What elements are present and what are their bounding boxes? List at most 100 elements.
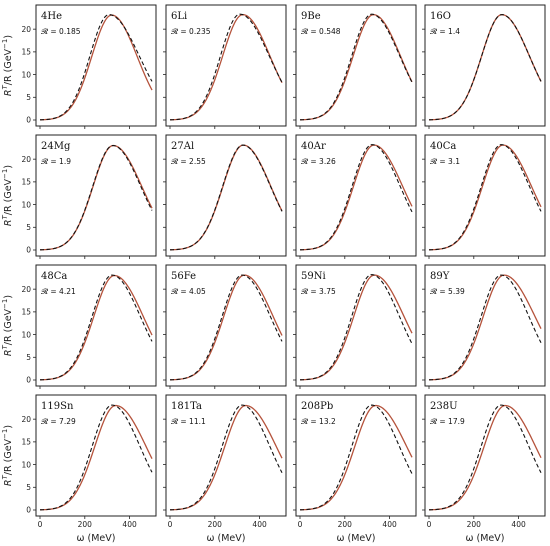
r-value-label: 𝓡 = 3.26 [301,156,336,166]
panel-48ca: 0 5 10 15 20 48Ca 𝓡 = 4.21 [21,264,157,389]
panel-16o: 16O 𝓡 = 1.4 [422,4,546,129]
dashed-curve [428,274,542,381]
panel-56fe: 56Fe 𝓡 = 4.05 [163,264,287,389]
panel-24mg: 0 5 10 15 20 24Mg 𝓡 = 1.9 [21,134,157,259]
y-label-exp: −1 [1,169,9,179]
panel-frame [35,394,157,517]
dashed-curve [428,404,542,511]
x-tick-label: 200 [208,520,223,529]
r-value-label: 𝓡 = 13.2 [301,416,336,426]
dashed-curve [299,274,413,381]
y-tick-label: 0 [26,506,31,515]
y-tick-label: 0 [26,376,31,385]
panel-59ni: 59Ni 𝓡 = 3.75 [293,264,417,389]
nucleus-label: 56Fe [171,271,196,282]
y-label-r: R [3,219,14,226]
y-label-close: ) [3,35,14,39]
panel-frame [295,394,417,517]
y-label-rest: /R (GeV [3,178,14,215]
dashed-curve [169,274,283,381]
r-value-label: 𝓡 = 1.4 [430,26,460,36]
nucleus-label: 6Li [171,11,187,22]
nucleus-label: 24Mg [41,141,71,152]
panel-238u: 0 200 400 238U 𝓡 = 17.9 [422,394,546,529]
y-tick-label: 20 [21,25,31,34]
y-tick-label: 20 [21,155,31,164]
x-tick-label: 0 [298,520,303,529]
r-value-label: 𝓡 = 0.235 [171,26,211,36]
solid-curve [428,274,542,381]
x-tick-label: 400 [511,520,526,529]
panel-frame [295,4,417,127]
panel-grid: 0 5 10 15 20 4He 𝓡 = 0.185 6Li 𝓡 = 0.235 9Be 𝓡 = 0… [1,4,546,529]
panel-frame [424,394,546,517]
r-value-label: 𝓡 = 5.39 [430,286,465,296]
x-tick-label: 400 [122,520,137,529]
nucleus-label: 59Ni [301,271,326,282]
r-value-label: 𝓡 = 0.185 [41,26,81,36]
r-value-label: 𝓡 = 4.05 [171,286,206,296]
y-label-sup: T [1,84,9,89]
y-tick-label: 5 [26,223,31,232]
y-tick-label: 0 [26,116,31,125]
solid-curve [169,13,283,121]
y-label-r: R [3,479,14,486]
solid-curve [299,404,413,511]
r-value-label: 𝓡 = 0.548 [301,26,341,36]
dashed-curve [169,13,283,121]
nucleus-label: 40Ar [301,141,326,152]
panel-208pb: 0 200 400 208Pb 𝓡 = 13.2 [293,394,417,529]
panel-frame [424,4,546,127]
dashed-curve [39,144,153,251]
panel-frame [295,134,417,257]
y-label-rest: /R (GeV [3,308,14,345]
r-value-label: 𝓡 = 4.21 [41,286,76,296]
y-label-sup: T [1,344,9,349]
y-label-r: R [3,349,14,356]
panel-frame [35,134,157,257]
panel-frame [165,264,287,387]
dashed-curve [299,13,413,121]
y-label-rest: /R (GeV [3,48,14,85]
r-value-label: 𝓡 = 17.9 [430,416,465,426]
nucleus-label: 27Al [171,141,194,152]
x-tick-label: 0 [168,520,173,529]
y-label-close: ) [3,165,14,169]
y-axis-label-row-3: RT/R (GeV−1) [1,295,14,356]
dashed-curve [169,144,283,251]
y-tick-label: 15 [21,48,31,57]
panel-40ca: 40Ca 𝓡 = 3.1 [422,134,546,259]
y-label-sup: T [1,474,9,479]
r-value-label: 𝓡 = 7.29 [41,416,76,426]
x-axis-label-col-2: ω (MeV) [207,533,246,544]
r-value-label: 𝓡 = 3.1 [430,156,460,166]
solid-curve [428,404,542,511]
panel-4he: 0 5 10 15 20 4He 𝓡 = 0.185 [21,4,157,129]
nucleus-label: 119Sn [41,401,74,412]
dashed-curve [39,404,153,511]
y-tick-label: 15 [21,178,31,187]
y-label-sup: T [1,214,9,219]
panel-frame [295,264,417,387]
y-tick-label: 10 [21,460,31,469]
dashed-curve [428,144,542,251]
y-label-exp: −1 [1,299,9,309]
r-value-label: 𝓡 = 11.1 [171,416,206,426]
panel-9be: 9Be 𝓡 = 0.548 [293,4,417,129]
y-tick-label: 20 [21,285,31,294]
x-axis-label-col-3: ω (MeV) [337,533,376,544]
panel-27al: 27Al 𝓡 = 2.55 [163,134,287,259]
y-label-close: ) [3,425,14,429]
x-tick-label: 0 [427,520,432,529]
x-tick-label: 0 [38,520,43,529]
panel-frame [424,264,546,387]
y-label-exp: −1 [1,429,9,439]
y-label-exp: −1 [1,39,9,49]
solid-curve [299,13,413,121]
solid-curve [39,14,153,121]
solid-curve [169,274,283,381]
solid-curve [299,274,413,381]
nucleus-label: 238U [430,401,458,412]
y-axis-label-row-2: RT/R (GeV−1) [1,165,14,226]
